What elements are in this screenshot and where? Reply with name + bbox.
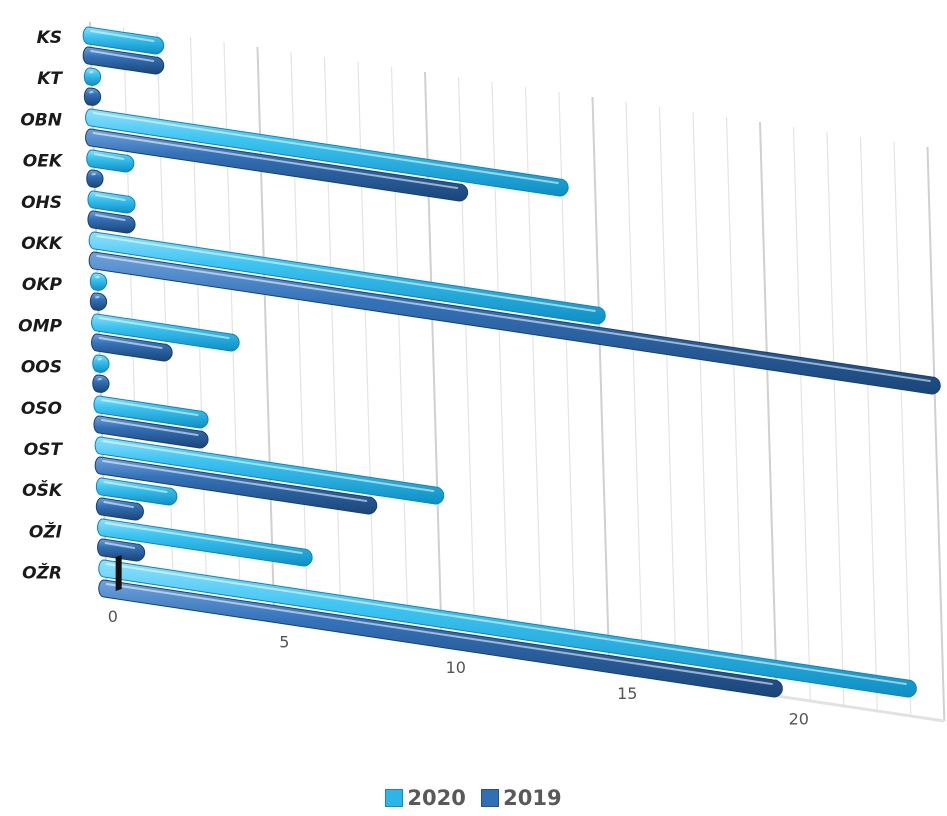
bar-2019-oos [92,374,110,393]
category-label: OOS [21,358,62,378]
category-label: OŽR [22,562,62,584]
category-labels: KS KT OBN OEK OHS OKK OKP OMP OOS OSO OST OŠK OŽI OŽR [18,28,64,584]
bar-2020-okp [89,272,108,291]
category-label: OKP [22,275,63,295]
bar-highlight [95,214,126,222]
bar-highlight [101,399,199,417]
gridline [792,126,811,702]
category-label: OMP [18,316,62,336]
x-axis-ticks: 0510152025 [108,607,809,728]
category-label: KS [37,28,62,48]
bar-highlight [104,542,136,550]
category-label: OSO [21,399,62,419]
gridline [524,86,543,662]
gridline [859,136,878,712]
legend-swatch-2019 [481,789,500,807]
bars [82,26,941,698]
category-label: OST [24,440,64,460]
gridline [893,141,912,717]
legend-item-2020: 2020 [385,786,466,810]
gridline [759,121,778,697]
gridline [625,101,644,677]
bar-2020-oos [92,354,110,373]
legend-label-2019: 2019 [503,786,562,810]
gridline [826,131,845,707]
axis-base [115,555,122,592]
gridline [223,41,242,617]
bar-highlight [95,194,126,202]
category-label: OŠK [22,479,64,501]
gridline [558,91,577,667]
category-label: OŽI [29,520,62,542]
bar-highlight [96,255,931,383]
legend-label-2020: 2020 [407,786,466,810]
gridline [457,76,476,652]
bar-highlight [92,112,559,185]
bar-highlight [101,419,199,437]
category-label: OHS [21,193,62,213]
bar-2019-oek [86,169,104,188]
bar-highlight [92,132,459,190]
bar-highlight [98,317,230,340]
bar-highlight [90,50,155,63]
bar-highlight [103,501,134,509]
category-label: OEK [23,152,64,172]
x-tick-label: 0 [108,607,118,626]
x-tick-label: 15 [617,684,637,703]
bar-2020-kt [83,67,102,86]
legend: 2020 2019 [0,786,947,810]
gridline [926,146,946,722]
gridline [591,96,611,672]
legend-item-2019: 2019 [481,786,562,810]
gridline [156,31,175,607]
gridline [725,116,744,692]
bar-2019-kt [83,87,102,106]
gridline [189,36,208,612]
gridline [692,111,711,687]
bar-highlight [96,235,596,313]
x-tick-label: 10 [446,658,466,677]
gridline [256,46,276,622]
bar-highlight [90,30,155,43]
bar-highlight [105,563,907,686]
gridline [424,71,443,647]
gridline [357,61,376,637]
bar-highlight [105,583,773,686]
gridline [323,56,342,632]
bar-2019-ošk [95,497,144,521]
bar-highlight [102,440,435,493]
bar-highlight [104,522,303,555]
bar-2019-okp [89,292,108,311]
x-tick-label: 20 [789,709,809,728]
x-tick-label: 5 [279,633,289,652]
bar-highlight [93,153,125,161]
bar-chart: KS KT OBN OEK OHS OKK OKP OMP OOS OSO OST OŠK OŽI OŽR… [18,21,946,728]
gridline [390,66,409,642]
gridline [290,51,309,627]
bar-highlight [98,337,163,350]
gridline [658,106,677,682]
bar-2019-ohs [87,210,136,234]
legend-swatch-2020 [385,789,404,807]
category-label: OKK [21,234,64,254]
bar-highlight [103,481,168,494]
bar-highlight [102,460,368,503]
category-label: KT [37,69,63,89]
category-label: OBN [20,110,62,130]
gridline [491,81,510,657]
